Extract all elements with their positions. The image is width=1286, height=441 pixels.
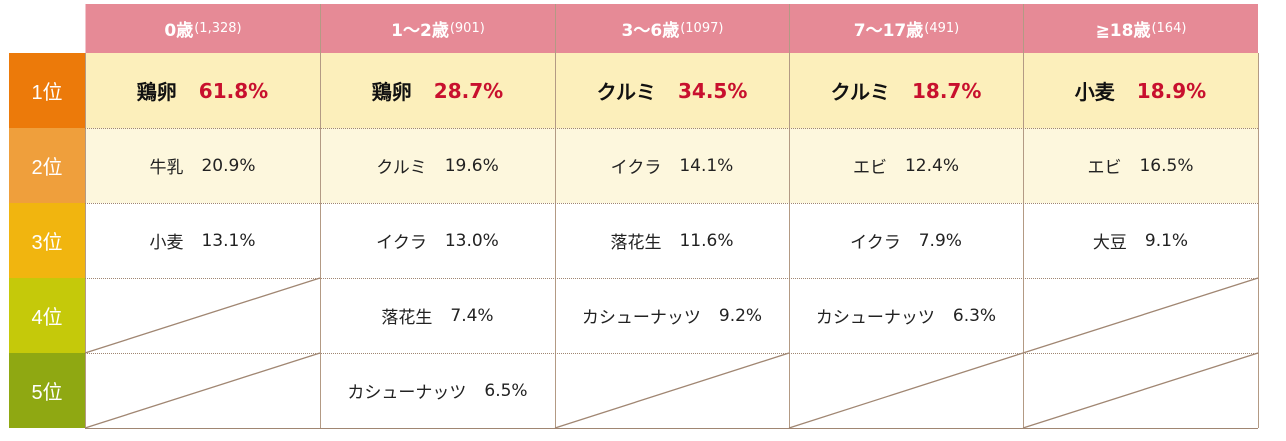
ranking-cell: 大豆 9.1% [1023,203,1258,278]
rank-label: 1位 [9,53,85,128]
table-bottom-border [85,428,1258,429]
row-divider [85,353,1258,354]
ranking-cell: 落花生 7.4% [320,278,555,353]
rank-label: 2位 [9,128,85,203]
ranking-cell: 小麦 13.1% [85,203,320,278]
food-name: クルミ [596,80,656,104]
food-percentage: 18.9% [1136,78,1207,103]
column-divider [1258,53,1259,428]
food-percentage: 18.7% [912,78,982,103]
food-name: イクラ [610,158,662,178]
food-percentage: 7.4% [450,305,494,326]
food-percentage: 11.6% [679,230,734,251]
ranking-cell: クルミ 18.7% [789,53,1023,128]
column-header: 1～2歳 (901) [320,4,555,53]
rank-label: 5位 [9,353,85,428]
food-percentage: 9.1% [1144,230,1189,251]
column-header: 0歳 (1,328) [85,4,320,53]
ranking-cell: イクラ 13.0% [320,203,555,278]
column-header-age: 3～6歳 [621,21,680,41]
column-header: 7～17歳 (491) [789,4,1023,53]
food-percentage: 19.6% [444,155,499,176]
row-background [85,128,1258,203]
food-name: 大豆 [1092,233,1127,253]
row-background [85,53,1258,128]
food-percentage: 13.1% [201,230,256,251]
column-header: ≧18歳 (164) [1023,4,1258,53]
column-header: 3～6歳 (1097) [555,4,789,53]
column-divider [85,53,86,428]
ranking-cell: 牛乳 20.9% [85,128,320,203]
food-name: イクラ [850,233,901,253]
ranking-cell: 小麦 18.9% [1023,53,1258,128]
ranking-cell: エビ 12.4% [789,128,1023,203]
food-percentage: 13.0% [444,230,499,251]
food-name: カシューナッツ [581,308,701,328]
column-divider [789,4,790,428]
column-header-count: (901) [449,21,485,36]
food-name: 小麦 [149,233,184,253]
food-percentage: 6.5% [484,380,528,401]
food-percentage: 7.9% [918,230,962,251]
ranking-cell: カシューナッツ 9.2% [555,278,789,353]
ranking-cell: エビ 16.5% [1023,128,1258,203]
food-name: 鶏卵 [371,80,412,104]
column-header-age: 1～2歳 [391,21,449,41]
column-header-count: (164) [1151,21,1187,36]
column-header-count: (1097) [680,21,724,36]
food-name: イクラ [376,233,427,253]
rank-label: 3位 [9,203,85,278]
food-name: 鶏卵 [136,80,177,104]
ranking-cell: クルミ 19.6% [320,128,555,203]
food-percentage: 6.3% [952,305,997,326]
food-percentage: 9.2% [718,305,763,326]
food-name: カシューナッツ [347,383,467,403]
food-name: 落花生 [610,233,662,253]
ranking-cell: イクラ 14.1% [555,128,789,203]
row-divider [85,203,1258,204]
food-name: クルミ [830,80,890,104]
column-header-age: 0歳 [164,21,194,41]
food-percentage: 12.4% [904,155,959,176]
ranking-cell: 鶏卵 28.7% [320,53,555,128]
food-name: クルミ [376,158,427,178]
rank-label: 4位 [9,278,85,353]
food-name: 小麦 [1074,80,1115,104]
row-divider [85,128,1258,129]
column-divider [555,4,556,428]
food-percentage: 61.8% [198,78,269,103]
ranking-cell: カシューナッツ 6.5% [320,353,555,428]
ranking-cell: イクラ 7.9% [789,203,1023,278]
row-divider [85,278,1258,279]
column-header-age: ≧18歳 [1095,21,1151,41]
column-header-age: 7～17歳 [853,21,924,41]
ranking-cell: 落花生 11.6% [555,203,789,278]
food-percentage: 20.9% [201,155,256,176]
column-divider [1023,4,1024,428]
food-percentage: 14.1% [679,155,734,176]
ranking-cell: カシューナッツ 6.3% [789,278,1023,353]
column-header-count: (491) [924,21,960,36]
food-name: カシューナッツ [815,308,935,328]
ranking-cell: クルミ 34.5% [555,53,789,128]
ranking-cell: 鶏卵 61.8% [85,53,320,128]
food-percentage: 34.5% [678,78,748,103]
food-name: 落花生 [381,308,433,328]
column-divider [320,4,321,428]
food-name: エビ [1087,158,1122,178]
food-name: 牛乳 [149,158,184,178]
column-header-count: (1,328) [194,21,242,36]
food-percentage: 28.7% [433,78,504,103]
food-name: エビ [852,158,887,178]
food-percentage: 16.5% [1139,155,1194,176]
